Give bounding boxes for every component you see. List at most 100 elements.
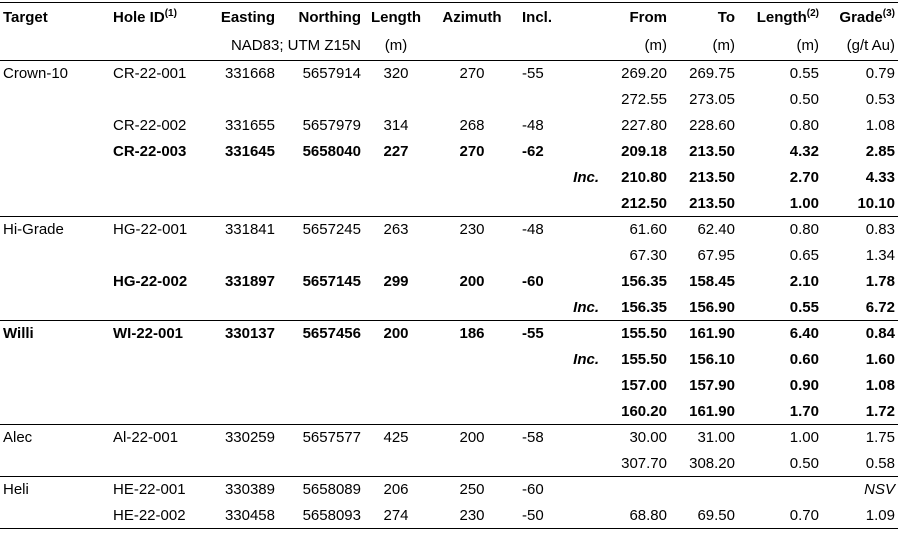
header-label: Length xyxy=(371,8,421,26)
northing-cell xyxy=(278,165,364,191)
easting-cell xyxy=(208,347,278,373)
northing-cell: 5657456 xyxy=(278,320,364,347)
azimuth-cell xyxy=(428,87,516,113)
inc-cell xyxy=(558,243,602,269)
unit-cell xyxy=(0,31,110,61)
incl-cell xyxy=(516,373,558,399)
table-row: 160.20 161.90 1.70 1.72 xyxy=(0,399,898,425)
azimuth-cell xyxy=(428,399,516,425)
units-row: NAD83; UTM Z15N (m) (m) (m) (m) (g/t Au) xyxy=(0,31,898,61)
to-cell: 161.90 xyxy=(689,402,735,420)
table-body: Crown-10 CR-22-001 331668 5657914 320 270 -55 2… xyxy=(0,60,898,529)
column-header: Incl. xyxy=(516,2,558,32)
length-cell: 200 xyxy=(364,320,428,347)
column-header: Length(2) xyxy=(738,2,822,32)
grade-cell: 1.60 xyxy=(865,351,895,368)
from-cell: 209.18 xyxy=(621,143,667,160)
interval-cell: 0.55 xyxy=(789,298,819,316)
from-cell: 227.80 xyxy=(621,117,667,134)
hole-id-cell xyxy=(110,165,208,191)
table-row: Inc. 155.50 156.10 0.60 1.60 xyxy=(0,347,898,373)
from-cell: 30.00 xyxy=(602,424,670,451)
interval-cell: 0.80 xyxy=(738,216,822,243)
inc-cell xyxy=(558,139,602,165)
hole-id-cell xyxy=(110,373,208,399)
incl-cell: -60 xyxy=(516,476,558,503)
to-cell: 158.45 xyxy=(689,273,735,290)
header-label: Target xyxy=(3,8,48,26)
target-cell xyxy=(0,243,110,269)
azimuth-cell: 270 xyxy=(459,143,485,160)
length-cell xyxy=(364,347,428,373)
from-cell: 155.50 xyxy=(621,351,667,368)
from-cell: 160.20 xyxy=(621,402,667,420)
hole-id-cell xyxy=(110,295,208,321)
easting-cell: 331655 xyxy=(224,117,275,134)
header-label: Grade xyxy=(839,9,883,27)
easting-cell: 330389 xyxy=(208,476,278,503)
azimuth-cell: 230 xyxy=(428,216,516,243)
to-cell: 228.60 xyxy=(689,117,735,134)
column-header: To xyxy=(670,2,738,32)
northing-cell xyxy=(278,295,364,321)
table-row: Willi WI-22-001 330137 5657456 200 186 -55 155.… xyxy=(0,320,898,347)
footnote-marker: (2) xyxy=(806,8,819,20)
to-cell: 62.40 xyxy=(670,216,738,243)
easting-cell xyxy=(208,87,278,113)
azimuth-cell: 186 xyxy=(428,320,516,347)
northing-cell: 5657979 xyxy=(302,117,361,134)
easting-cell xyxy=(208,373,278,399)
from-cell: 155.50 xyxy=(602,320,670,347)
table-row: Inc. 210.80 213.50 2.70 4.33 xyxy=(0,165,898,191)
interval-cell: 0.80 xyxy=(789,117,819,134)
incl-cell: -48 xyxy=(516,216,558,243)
target-cell: Hi-Grade xyxy=(0,216,110,243)
easting-cell xyxy=(208,295,278,321)
from-cell: 269.20 xyxy=(602,60,670,87)
from-cell: 212.50 xyxy=(621,194,667,212)
target-cell: Heli xyxy=(0,476,110,503)
hole-id-cell: HG-22-002 xyxy=(113,273,188,290)
table-row: Inc. 156.35 156.90 0.55 6.72 xyxy=(0,295,898,321)
azimuth-cell xyxy=(428,243,516,269)
hole-id-cell xyxy=(110,347,208,373)
length-cell xyxy=(364,165,428,191)
grade-cell: 2.85 xyxy=(865,143,895,160)
easting-cell xyxy=(208,243,278,269)
incl-cell: -50 xyxy=(516,502,558,529)
easting-cell: 330259 xyxy=(208,424,278,451)
azimuth-cell xyxy=(428,165,516,191)
target-cell xyxy=(0,191,110,217)
to-cell: 213.50 xyxy=(689,194,735,212)
target-cell xyxy=(0,451,110,477)
to-cell: 156.90 xyxy=(689,298,735,316)
column-header: Azimuth xyxy=(428,2,516,32)
inc-cell: Inc. xyxy=(573,351,599,368)
length-cell xyxy=(364,399,428,425)
header-label: Azimuth xyxy=(442,8,502,26)
easting-cell xyxy=(208,399,278,425)
interval-cell: 0.90 xyxy=(789,377,819,394)
inc-cell xyxy=(558,476,602,503)
target-cell xyxy=(0,295,110,321)
table-row: Alec Al-22-001 330259 5657577 425 200 -58 30.00… xyxy=(0,424,898,451)
length-cell: 274 xyxy=(364,502,428,529)
length-cell: 320 xyxy=(364,60,428,87)
inc-cell xyxy=(558,502,602,529)
grade-cell: 0.83 xyxy=(822,216,898,243)
easting-cell xyxy=(208,191,278,217)
azimuth-cell xyxy=(428,295,516,321)
length-cell xyxy=(364,451,428,477)
length-cell xyxy=(364,243,428,269)
azimuth-cell: 270 xyxy=(428,60,516,87)
from-cell: 68.80 xyxy=(602,502,670,529)
table-row: 67.30 67.95 0.65 1.34 xyxy=(0,243,898,269)
inc-cell: Inc. xyxy=(573,298,599,316)
inc-cell xyxy=(558,320,602,347)
hole-id-cell: Al-22-001 xyxy=(110,424,208,451)
grade-cell: 1.34 xyxy=(865,247,895,264)
length-cell: 263 xyxy=(364,216,428,243)
hole-id-cell: CR-22-003 xyxy=(113,143,187,160)
incl-cell xyxy=(516,295,558,321)
